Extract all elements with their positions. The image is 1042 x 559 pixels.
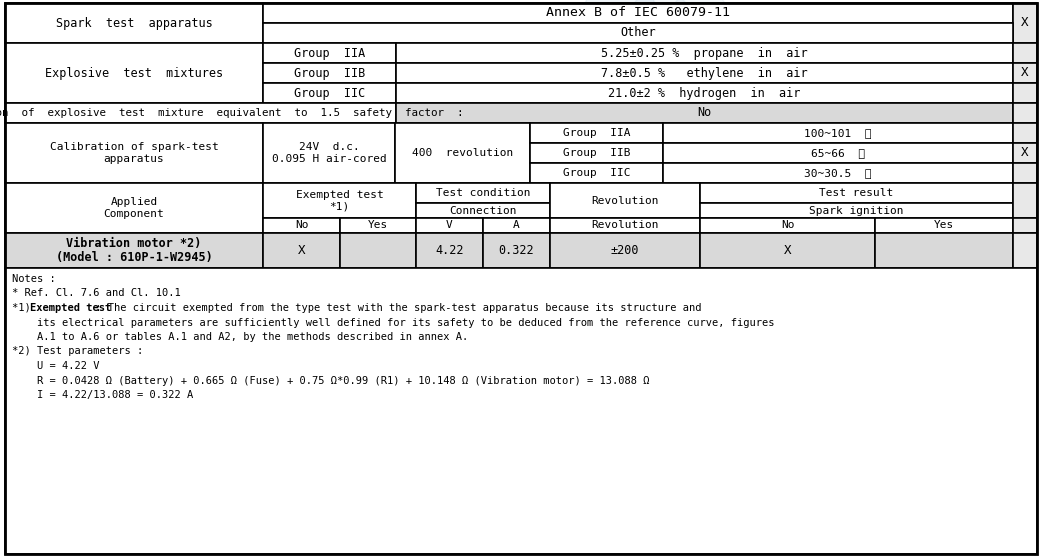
- Bar: [395, 123, 530, 183]
- Bar: [530, 123, 663, 143]
- Bar: [1013, 233, 1037, 268]
- Text: 400  revolution: 400 revolution: [412, 148, 513, 158]
- Text: No: No: [780, 220, 794, 230]
- Text: Vibration motor *2)
(Model : 610P-1-W2945): Vibration motor *2) (Model : 610P-1-W294…: [55, 236, 213, 264]
- Text: Calibration of spark-test
apparatus: Calibration of spark-test apparatus: [50, 142, 219, 164]
- Text: Group  IIC: Group IIC: [294, 87, 365, 100]
- Text: R = 0.0428 Ω (Battery) + 0.665 Ω (Fuse) + 0.75 Ω*0.99 (R1) + 10.148 Ω (Vibration: R = 0.0428 Ω (Battery) + 0.665 Ω (Fuse) …: [13, 376, 649, 386]
- Bar: [416, 233, 483, 268]
- Text: 24V  d.c.
0.095 H air-cored: 24V d.c. 0.095 H air-cored: [272, 142, 387, 164]
- Text: Revolution: Revolution: [591, 220, 659, 230]
- Text: *1): *1): [13, 303, 38, 313]
- Bar: [5, 233, 263, 268]
- Bar: [1013, 3, 1037, 43]
- Text: X: X: [784, 244, 791, 257]
- Bar: [5, 123, 263, 183]
- Bar: [5, 268, 1037, 554]
- Bar: [1013, 103, 1037, 123]
- Text: A.1 to A.6 or tables A.1 and A2, by the methods described in annex A.: A.1 to A.6 or tables A.1 and A2, by the …: [13, 332, 468, 342]
- Text: 5.25±0.25 %  propane  in  air: 5.25±0.25 % propane in air: [601, 46, 808, 59]
- Text: Test condition: Test condition: [436, 188, 530, 198]
- Bar: [1013, 163, 1037, 183]
- Bar: [1013, 83, 1037, 103]
- Text: Spark ignition: Spark ignition: [810, 206, 903, 216]
- Text: Revolution: Revolution: [591, 196, 659, 206]
- Text: ±200: ±200: [611, 244, 639, 257]
- Bar: [700, 183, 1013, 203]
- Text: Exempted test
*1): Exempted test *1): [296, 190, 383, 211]
- Bar: [1013, 63, 1037, 83]
- Bar: [340, 218, 416, 233]
- Text: Group  IIC: Group IIC: [563, 168, 630, 178]
- Bar: [263, 23, 1013, 43]
- Text: X: X: [1021, 17, 1028, 30]
- Bar: [396, 63, 1013, 83]
- Text: Group  IIA: Group IIA: [563, 128, 630, 138]
- Text: its electrical parameters are sufficiently well defined for its safety to be ded: its electrical parameters are sufficient…: [13, 318, 774, 328]
- Text: Exempted test: Exempted test: [30, 303, 111, 313]
- Bar: [700, 203, 1013, 218]
- Bar: [416, 183, 550, 203]
- Bar: [263, 183, 416, 218]
- Text: Other: Other: [620, 26, 655, 40]
- Text: Explosive  test  mixtures: Explosive test mixtures: [45, 67, 223, 79]
- Text: Applied
Component: Applied Component: [103, 197, 165, 219]
- Bar: [663, 123, 1013, 143]
- Bar: [416, 203, 550, 218]
- Bar: [416, 218, 483, 233]
- Text: Connection: Connection: [449, 206, 517, 216]
- Bar: [663, 163, 1013, 183]
- Text: Yes: Yes: [934, 220, 954, 230]
- Bar: [875, 218, 1013, 233]
- Text: Annex B of IEC 60079-11: Annex B of IEC 60079-11: [546, 7, 730, 20]
- Bar: [5, 3, 263, 43]
- Bar: [530, 143, 663, 163]
- Bar: [483, 233, 550, 268]
- Text: 21.0±2 %  hydrogen  in  air: 21.0±2 % hydrogen in air: [609, 87, 800, 100]
- Text: Spark  test  apparatus: Spark test apparatus: [55, 17, 213, 30]
- Bar: [550, 183, 700, 218]
- Text: 7.8±0.5 %   ethylene  in  air: 7.8±0.5 % ethylene in air: [601, 67, 808, 79]
- Bar: [263, 233, 340, 268]
- Bar: [663, 143, 1013, 163]
- Bar: [1013, 183, 1037, 218]
- Text: Notes :: Notes :: [13, 274, 56, 284]
- Text: No: No: [697, 107, 712, 120]
- Text: 65~66  ㎡: 65~66 ㎡: [811, 148, 865, 158]
- Text: 30~30.5  ㎡: 30~30.5 ㎡: [804, 168, 872, 178]
- Text: *2) Test parameters :: *2) Test parameters :: [13, 347, 143, 357]
- Text: V: V: [446, 220, 453, 230]
- Bar: [5, 183, 263, 233]
- Text: Group  IIA: Group IIA: [294, 46, 365, 59]
- Circle shape: [672, 0, 728, 44]
- Text: Group  IIB: Group IIB: [294, 67, 365, 79]
- Bar: [550, 218, 700, 233]
- Text: Yes: Yes: [368, 220, 388, 230]
- Bar: [396, 103, 1013, 123]
- Bar: [1013, 123, 1037, 143]
- Bar: [263, 123, 395, 183]
- Text: Composition  of  explosive  test  mixture  equivalent  to  1.5  safety  factor  : Composition of explosive test mixture eq…: [0, 108, 464, 118]
- Text: * Ref. Cl. 7.6 and Cl. 10.1: * Ref. Cl. 7.6 and Cl. 10.1: [13, 288, 180, 299]
- Bar: [263, 63, 396, 83]
- Bar: [1013, 43, 1037, 63]
- Bar: [1013, 218, 1037, 233]
- Circle shape: [582, 0, 658, 56]
- Text: Group  IIB: Group IIB: [563, 148, 630, 158]
- Bar: [875, 233, 1013, 268]
- Bar: [5, 103, 396, 123]
- Bar: [530, 163, 663, 183]
- Text: : The circuit exempted from the type test with the spark-test apparatus because : : The circuit exempted from the type tes…: [90, 303, 701, 313]
- Bar: [263, 3, 1013, 23]
- Text: 0.322: 0.322: [499, 244, 535, 257]
- Text: X: X: [1021, 67, 1028, 79]
- Bar: [396, 43, 1013, 63]
- Text: I = 4.22/13.088 = 0.322 A: I = 4.22/13.088 = 0.322 A: [13, 390, 193, 400]
- Text: X: X: [298, 244, 305, 257]
- Bar: [550, 233, 700, 268]
- Text: U = 4.22 V: U = 4.22 V: [13, 361, 99, 371]
- Text: 4.22: 4.22: [436, 244, 464, 257]
- Bar: [396, 83, 1013, 103]
- Circle shape: [628, 0, 692, 54]
- Text: No: No: [295, 220, 308, 230]
